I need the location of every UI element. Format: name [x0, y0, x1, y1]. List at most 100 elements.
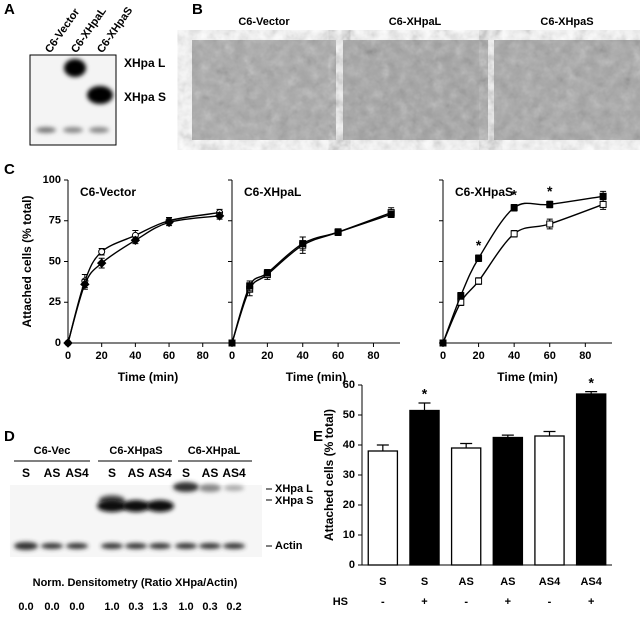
x-tick-label: 20 — [472, 350, 484, 362]
point — [164, 217, 174, 228]
significance: * — [511, 186, 517, 202]
x-tick-label: AS4 — [580, 576, 602, 588]
point — [63, 338, 73, 348]
x-tick-label: 80 — [579, 350, 591, 362]
point — [475, 254, 483, 262]
panel-title: C6-XHpaS — [455, 185, 513, 199]
lane-label: AS4 — [148, 466, 172, 480]
point — [334, 228, 342, 236]
y-axis-label: Attached cells (% total) — [20, 195, 34, 327]
band-label: XHpa L — [275, 483, 313, 495]
y-tick-label: 30 — [343, 469, 355, 481]
x-tick-label: 20 — [96, 350, 108, 362]
point — [80, 279, 90, 290]
point — [96, 258, 107, 268]
point — [263, 269, 271, 277]
densitometry-value: 1.0 — [104, 601, 119, 613]
point — [228, 339, 236, 347]
group-axis-label: HS — [333, 596, 348, 608]
lane-label: AS — [128, 466, 145, 480]
error-bar — [418, 402, 431, 411]
fit-line — [442, 195, 604, 344]
micrograph-texture — [192, 40, 336, 140]
x-tick-label: S — [421, 576, 428, 588]
y-axis-label: Attached cells (% total) — [322, 409, 336, 541]
point — [130, 235, 141, 246]
panel-label: D — [4, 428, 15, 445]
densitometry-value: 0.3 — [128, 601, 143, 613]
band-label: XHpa L — [124, 56, 165, 70]
point — [599, 192, 607, 200]
point — [457, 292, 465, 300]
densitometry-value: 0.2 — [226, 601, 241, 613]
densitometry-value: 1.3 — [152, 601, 167, 613]
y-tick-label: 0 — [349, 559, 355, 571]
significance: * — [422, 386, 428, 402]
actin-bands — [14, 542, 245, 550]
bar — [534, 435, 565, 566]
y-tick-label: 20 — [343, 499, 355, 511]
error-bar — [460, 442, 473, 448]
group-label: C6-XHpaL — [188, 445, 241, 457]
x-tick-label: 0 — [229, 350, 235, 362]
point — [510, 204, 518, 212]
group-lines — [14, 460, 272, 547]
point — [299, 240, 307, 248]
point — [510, 230, 518, 238]
densitometry-value: 0.3 — [202, 601, 217, 613]
micrograph-title: C6-Vector — [238, 16, 290, 28]
significance: * — [547, 183, 553, 199]
group-label: - — [464, 596, 468, 608]
x-axis-label: Time (min) — [497, 370, 557, 384]
band — [89, 127, 109, 133]
micrograph-title: C6-XHpaL — [389, 16, 442, 28]
band-label: XHpa S — [124, 90, 166, 104]
lane-label: AS4 — [65, 466, 89, 480]
point — [439, 339, 447, 347]
point — [387, 210, 395, 218]
band — [63, 127, 83, 133]
x-tick-label: AS — [500, 576, 515, 588]
y-tick-label: 25 — [49, 296, 61, 308]
band — [97, 500, 127, 512]
x-tick-label: 40 — [129, 350, 141, 362]
y-tick-label: 0 — [55, 337, 61, 349]
y-tick-label: 50 — [49, 255, 61, 267]
x-tick-label: AS — [459, 576, 474, 588]
y-tick-label: 10 — [343, 529, 355, 541]
group-label: C6-Vec — [34, 445, 71, 457]
densitometry-value: 1.0 — [178, 601, 193, 613]
fit-line — [67, 211, 220, 344]
lane-label: AS — [44, 466, 61, 480]
bar — [450, 447, 482, 566]
panel-label: C — [4, 161, 15, 178]
band-label: XHpa S — [275, 495, 314, 507]
panel-label: E — [313, 428, 323, 445]
x-tick-label: AS4 — [539, 576, 561, 588]
micrograph-title: C6-XHpaS — [540, 16, 593, 28]
x-tick-label: 60 — [163, 350, 175, 362]
group-label: + — [505, 596, 511, 608]
lane-label: S — [182, 466, 190, 480]
y-tick-label: 100 — [43, 174, 61, 186]
x-axis-label: Time (min) — [118, 370, 178, 384]
point — [546, 220, 554, 228]
bar — [409, 409, 440, 566]
bar — [367, 450, 399, 566]
band — [64, 59, 86, 77]
group-label: + — [588, 596, 594, 608]
densitometry-value: 0.0 — [18, 601, 33, 613]
group-label: - — [381, 596, 385, 608]
fit-line — [231, 213, 392, 344]
lane-label: AS4 — [222, 466, 246, 480]
bar — [492, 436, 524, 566]
bar — [575, 393, 607, 566]
x-tick-label: 40 — [297, 350, 309, 362]
fit-line — [67, 215, 220, 344]
band-label: Actin — [275, 540, 303, 552]
panel-label: A — [4, 1, 15, 18]
point — [246, 282, 254, 290]
x-tick-label: 60 — [544, 350, 556, 362]
y-tick-label: 50 — [343, 409, 355, 421]
